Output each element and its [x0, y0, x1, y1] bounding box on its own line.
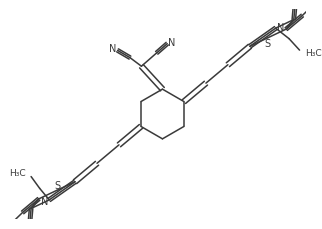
Text: N: N: [168, 38, 176, 48]
Text: N: N: [277, 23, 284, 33]
Text: N: N: [109, 44, 117, 54]
Text: S: S: [264, 39, 270, 49]
Text: H₃C: H₃C: [305, 49, 322, 58]
Text: N: N: [41, 196, 48, 206]
Text: H₃C: H₃C: [9, 169, 25, 177]
Text: S: S: [55, 180, 61, 190]
